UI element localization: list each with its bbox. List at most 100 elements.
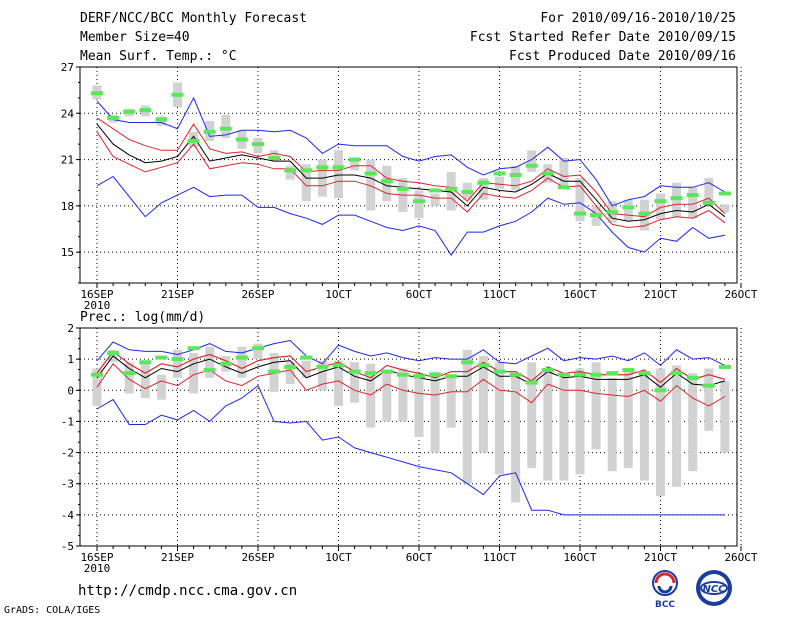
prec-forecast-mark — [493, 369, 506, 374]
prec-spread-bar — [430, 371, 440, 453]
temp-forecast-mark — [380, 179, 393, 184]
temp-forecast-mark — [654, 199, 667, 204]
temp-forecast-mark — [155, 117, 168, 122]
prec-ytick-label: 2 — [67, 322, 74, 335]
prec-series-max — [96, 339, 726, 367]
temp-spread-bar — [430, 193, 440, 206]
prec-spread-bar — [398, 368, 408, 422]
temp-spread-bar — [656, 193, 665, 220]
temperature-panel: 15 18 21 24 27 16SEP 21SEP 26SEP 1OCT 6OCT 11OCT 16… — [61, 61, 758, 312]
prec-spread-bar — [462, 349, 472, 484]
prec-xtick-label: 6OCT — [406, 551, 433, 564]
precipitation-variable-label: Prec.: log(mm/d) — [80, 310, 206, 325]
temp-spread-bar — [382, 165, 392, 202]
prec-spread-bar — [285, 362, 295, 385]
prec-spread-bar — [189, 352, 199, 394]
temp-spread-bar — [495, 176, 504, 189]
temp-series-min — [96, 175, 725, 257]
chart-title: DERF/NCC/BCC Monthly Forecast — [80, 11, 307, 26]
temp-xtick-label: 21SEP — [161, 288, 194, 301]
prec-spread-bar — [317, 360, 327, 391]
prec-xtick-label: 16OCT — [563, 551, 596, 564]
prec-forecast-mark — [123, 371, 136, 376]
prec-spread-bar — [495, 362, 504, 475]
temp-forecast-mark — [702, 200, 715, 205]
temp-ytick-label: 24 — [61, 107, 75, 120]
prec-spread-bar — [527, 362, 537, 469]
temp-forecast-mark — [139, 108, 152, 113]
temp-forecast-mark — [606, 210, 619, 215]
prec-forecast-mark — [654, 388, 667, 393]
temp-forecast-mark — [123, 109, 136, 114]
prec-year-label: 2010 — [84, 562, 111, 575]
prec-forecast-mark — [541, 368, 554, 373]
website-url[interactable]: http://cmdp.ncc.cma.gov.cn — [78, 583, 298, 599]
prec-forecast-mark — [300, 355, 313, 360]
prec-xtick-label: 16SEP — [80, 551, 113, 564]
prec-ytick-label: -4 — [61, 509, 75, 522]
temp-spread-bar — [301, 164, 311, 202]
temp-forecast-mark — [91, 91, 103, 96]
prec-forecast-mark — [364, 371, 377, 376]
temp-forecast-mark — [686, 193, 699, 198]
temp-ytick-label: 27 — [61, 61, 74, 74]
prec-spread-bar — [446, 374, 456, 428]
temp-forecast-mark — [300, 168, 313, 173]
temp-forecast-mark — [461, 189, 474, 194]
prec-ytick-label: -3 — [61, 478, 74, 491]
temp-spread-bar — [478, 178, 488, 200]
temp-spread-bar — [527, 150, 537, 172]
prec-forecast-mark — [284, 364, 297, 369]
prec-forecast-mark — [445, 374, 458, 379]
temp-ytick-label: 15 — [61, 246, 74, 259]
prec-ytick-label: 1 — [67, 353, 74, 366]
temp-series-q75 — [96, 117, 726, 218]
temp-forecast-mark — [670, 196, 683, 201]
prec-forecast-mark — [252, 346, 264, 351]
temp-spread-bar — [366, 159, 376, 211]
temp-forecast-mark — [203, 129, 216, 134]
prec-forecast-mark — [235, 355, 248, 360]
temp-forecast-mark — [477, 180, 490, 185]
temp-xtick-label: 1OCT — [325, 288, 352, 301]
temp-xtick-label: 6OCT — [406, 288, 433, 301]
temp-xtick-label: 16SEP — [80, 288, 113, 301]
temp-xtick-label: 26SEP — [241, 288, 274, 301]
temp-spread-bar — [414, 190, 424, 219]
prec-spread-bar — [720, 380, 730, 453]
temp-forecast-mark — [348, 157, 361, 162]
prec-spread-bar — [301, 360, 311, 378]
temp-spread-bar — [623, 199, 633, 222]
temp-spread-bar — [720, 204, 730, 213]
prec-spread-bar — [623, 368, 633, 469]
bcc-logo: BCC — [642, 566, 688, 610]
prec-spread-bar — [350, 362, 360, 403]
temp-spread-bar — [704, 178, 714, 206]
temp-forecast-mark — [413, 199, 425, 204]
temp-series-q25 — [96, 131, 726, 229]
prec-forecast-mark — [477, 363, 490, 368]
temp-forecast-mark — [252, 142, 264, 147]
temp-xtick-label: 11OCT — [483, 288, 516, 301]
prec-forecast-mark — [91, 372, 103, 377]
prec-spread-bar — [156, 374, 166, 400]
temp-forecast-mark — [316, 165, 329, 170]
prec-ytick-label: 0 — [67, 384, 74, 397]
prec-forecast-mark — [219, 361, 232, 366]
prec-spread-bar — [253, 343, 263, 360]
temp-forecast-mark — [171, 92, 184, 97]
prec-forecast-mark — [187, 346, 200, 351]
prec-spread-bar — [237, 346, 247, 378]
prec-forecast-mark — [316, 364, 329, 369]
prec-forecast-mark — [525, 380, 538, 385]
temp-spread-bar — [221, 114, 231, 138]
prec-spread-bar — [334, 360, 343, 406]
prec-spread-bar — [205, 346, 215, 378]
temp-ytick-label: 18 — [61, 200, 74, 213]
temp-spread-bar — [688, 187, 698, 219]
prec-series-q25 — [96, 363, 726, 407]
prec-forecast-mark — [332, 363, 345, 368]
prec-forecast-mark — [557, 372, 570, 377]
prec-forecast-mark — [348, 369, 361, 374]
